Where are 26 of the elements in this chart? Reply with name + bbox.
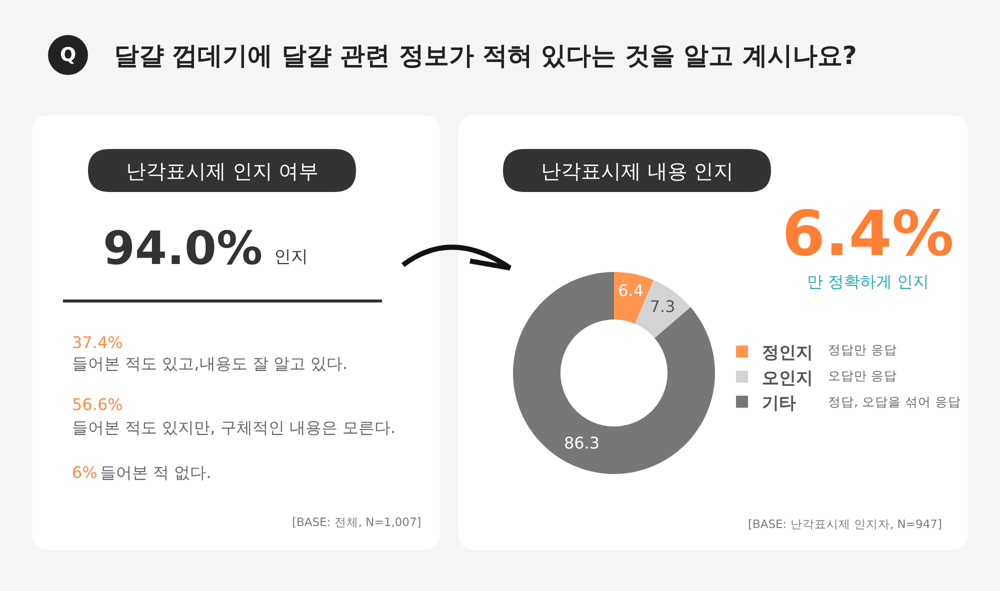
data-label: 6.4 bbox=[618, 281, 644, 300]
text: 정답, 오답을 섞어 응답 bbox=[828, 394, 961, 409]
legend-label: 기타 bbox=[762, 393, 796, 414]
text: 오답만 응답 bbox=[828, 368, 897, 383]
text: 37.4% bbox=[72, 333, 123, 352]
text: 56.6% bbox=[72, 395, 123, 414]
text: 들어본 적도 있고,내용도 잘 알고 있다. bbox=[72, 354, 348, 373]
text: 94.0% bbox=[103, 221, 263, 275]
text: 만 정확하게 인지 bbox=[807, 272, 930, 291]
text: 난각표시제 인지 여부 bbox=[126, 159, 319, 183]
text: 들어본 적도 있지만, 구체적인 내용은 모른다. bbox=[72, 418, 396, 437]
text: Q bbox=[60, 44, 76, 66]
text: 들어본 적 없다. bbox=[100, 463, 212, 482]
legend-label: 정인지 bbox=[762, 343, 813, 364]
data-label: 7.3 bbox=[650, 297, 676, 316]
text: 6% bbox=[72, 463, 98, 482]
text: 6.4% bbox=[782, 197, 954, 270]
donut-slice bbox=[513, 272, 715, 474]
text: 인지 bbox=[274, 247, 308, 267]
chart-title: 난각표시제 내용 인지 bbox=[541, 159, 734, 183]
legend-label: 오인지 bbox=[762, 368, 813, 388]
text: 정답만 응답 bbox=[828, 342, 897, 357]
text: [BASE: 난각표시제 인지자, N=947] bbox=[748, 517, 942, 531]
data-label: 86.3 bbox=[564, 434, 600, 453]
text: 달걀 껍데기에 달걀 관련 정보가 적혀 있다는 것을 알고 계시나요? bbox=[114, 41, 857, 70]
text: [BASE: 전체, N=1,007] bbox=[292, 515, 422, 529]
